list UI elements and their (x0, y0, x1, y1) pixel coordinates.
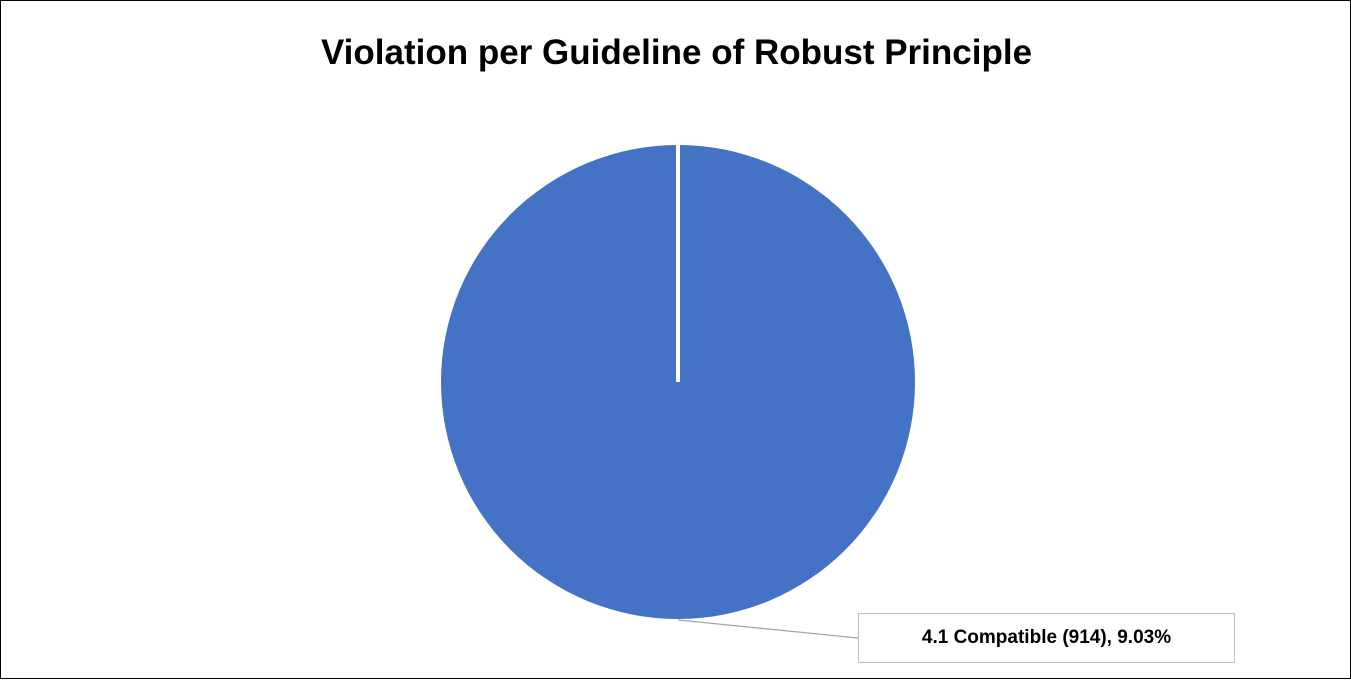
pie-slices (441, 145, 915, 619)
data-label-4-1-compatible: 4.1 Compatible (914), 9.03% (858, 613, 1235, 663)
data-label-leader-line (677, 619, 859, 639)
chart-title: Violation per Guideline of Robust Princi… (320, 33, 1033, 72)
